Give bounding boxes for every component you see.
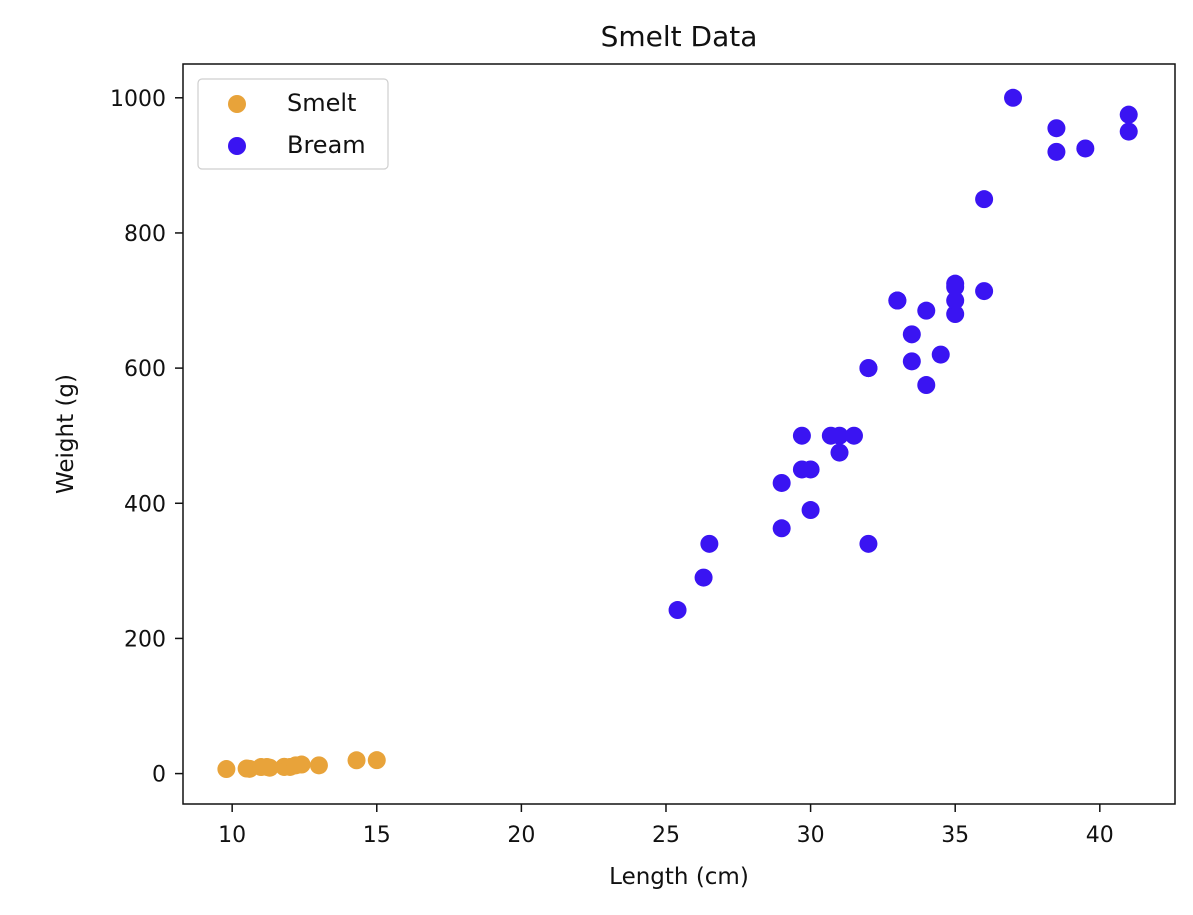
- x-tick-label: 30: [797, 823, 825, 848]
- smelt-point: [217, 760, 236, 779]
- bream-point: [1047, 119, 1066, 138]
- plot-area: 10 15 20 25 30 35 40 0 200 400 600 800 1000: [110, 63, 1176, 848]
- y-tick-label: 200: [124, 627, 166, 652]
- x-axis-label: Length (cm): [609, 864, 749, 890]
- x-tick-label: 25: [652, 823, 680, 848]
- x-axis-ticks: 10 15 20 25 30 35 40: [218, 804, 1114, 848]
- bream-point: [801, 501, 820, 520]
- smelt-point: [367, 751, 386, 770]
- bream-point: [1047, 142, 1066, 161]
- legend-label-bream: Bream: [287, 131, 366, 159]
- legend: Smelt Bream: [197, 78, 389, 170]
- legend-label-smelt: Smelt: [287, 89, 356, 117]
- y-tick-label: 1000: [110, 87, 166, 112]
- x-tick-label: 10: [218, 823, 246, 848]
- bream-point: [792, 426, 811, 445]
- bream-point: [801, 460, 820, 479]
- bream-point: [975, 190, 994, 209]
- smelt-point: [309, 756, 328, 775]
- bream-point: [668, 601, 687, 620]
- bream-point: [888, 291, 907, 310]
- bream-point: [917, 301, 936, 320]
- y-tick-label: 400: [124, 492, 166, 517]
- bream-point: [946, 291, 965, 310]
- smelt-point: [260, 758, 279, 777]
- legend-marker-smelt: [228, 95, 246, 113]
- bream-point: [859, 534, 878, 553]
- bream-point: [694, 568, 713, 587]
- bream-point: [844, 426, 863, 445]
- smelt-point: [292, 755, 311, 774]
- y-axis-ticks: 0 200 400 600 800 1000: [110, 87, 183, 788]
- y-axis-label: Weight (g): [53, 374, 79, 494]
- bream-point: [975, 282, 994, 301]
- plot-frame: [182, 63, 1176, 805]
- bream-point: [931, 345, 950, 364]
- scatter-points: [217, 88, 1138, 779]
- legend-marker-bream: [228, 137, 246, 155]
- bream-point: [830, 443, 849, 462]
- bream-point: [902, 325, 921, 344]
- bream-point: [700, 534, 719, 553]
- bream-point: [946, 305, 965, 324]
- bream-point: [1119, 122, 1138, 141]
- bream-point: [902, 352, 921, 371]
- smelt-point: [347, 751, 366, 770]
- bream-point: [917, 376, 936, 395]
- x-tick-label: 40: [1086, 823, 1114, 848]
- bream-point: [946, 278, 965, 297]
- bream-point: [1119, 105, 1138, 124]
- bream-point: [830, 426, 849, 445]
- bream-point: [772, 473, 791, 492]
- y-tick-label: 0: [152, 763, 166, 788]
- x-tick-label: 35: [941, 823, 969, 848]
- bream-point: [1004, 88, 1023, 107]
- x-tick-label: 15: [363, 823, 391, 848]
- chart-title: Smelt Data: [601, 20, 758, 53]
- y-tick-label: 800: [124, 222, 166, 247]
- bream-point: [859, 359, 878, 378]
- y-tick-label: 600: [124, 357, 166, 382]
- x-tick-label: 20: [507, 823, 535, 848]
- bream-point: [772, 519, 791, 538]
- bream-point: [1076, 139, 1095, 158]
